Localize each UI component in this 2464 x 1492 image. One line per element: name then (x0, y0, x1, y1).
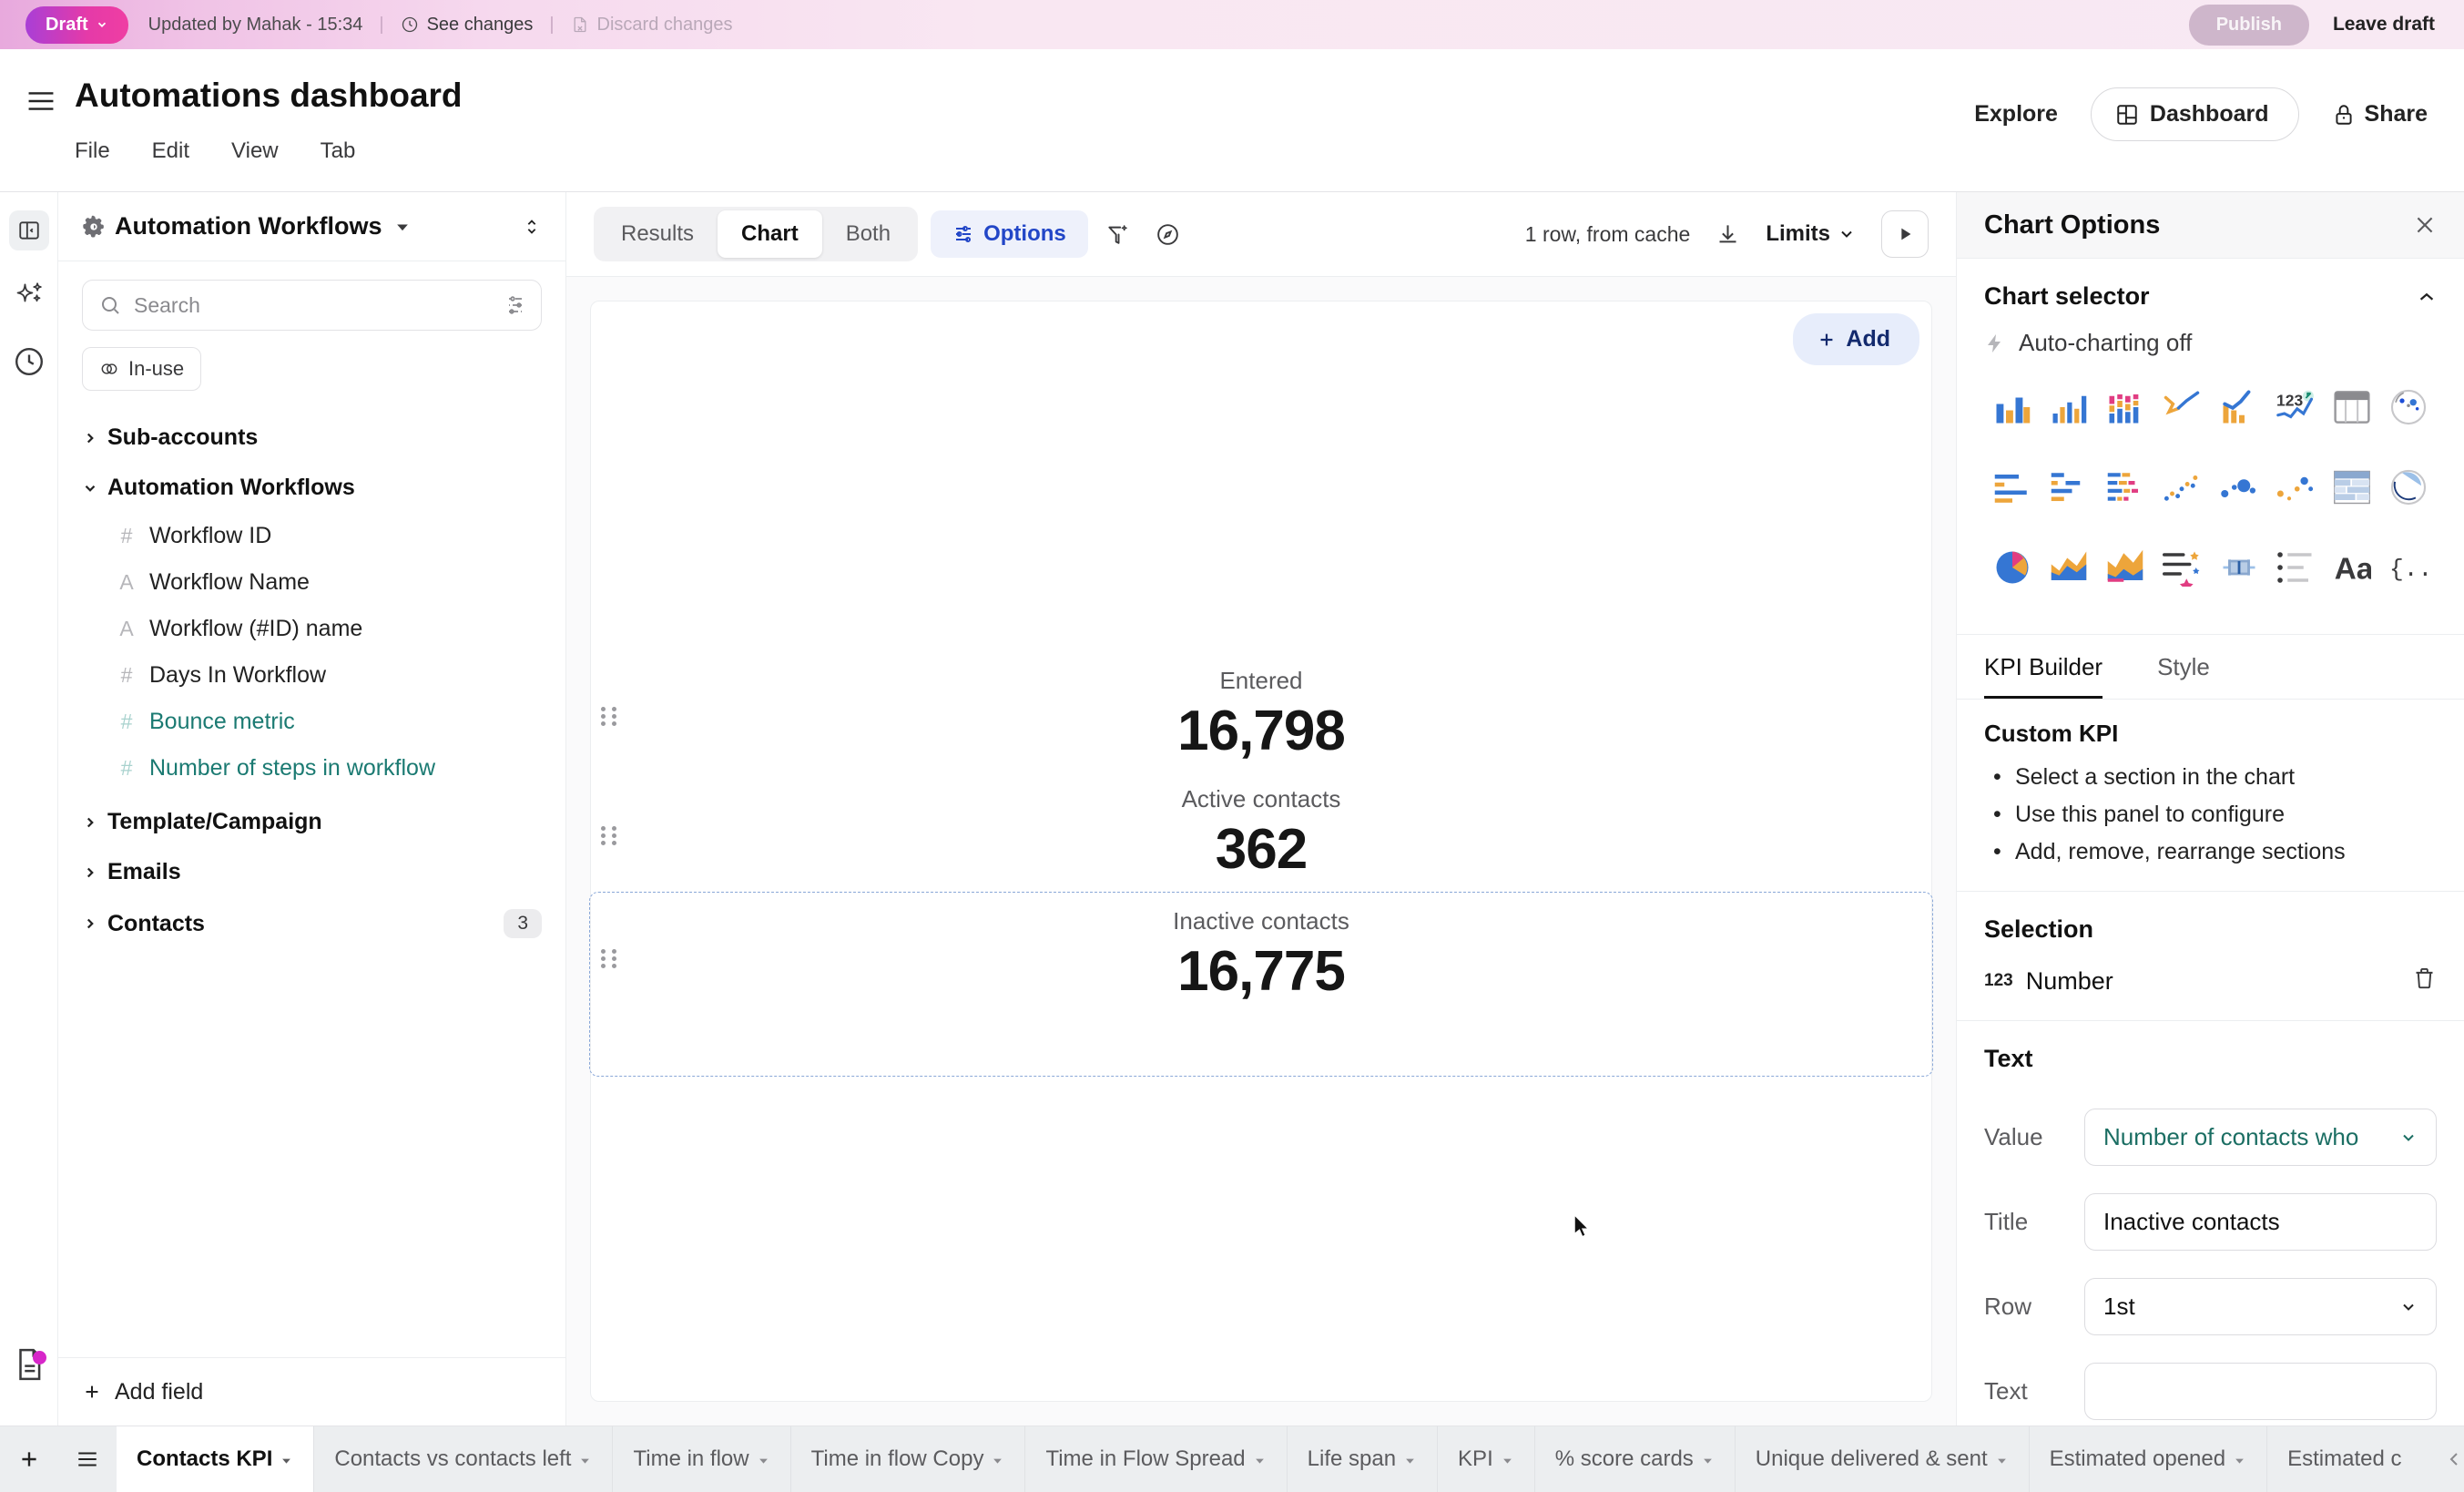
svg-text:Aa: Aa (2335, 552, 2371, 586)
svg-text:123: 123 (2276, 391, 2303, 409)
svg-text:{...}: {...} (2389, 556, 2428, 583)
